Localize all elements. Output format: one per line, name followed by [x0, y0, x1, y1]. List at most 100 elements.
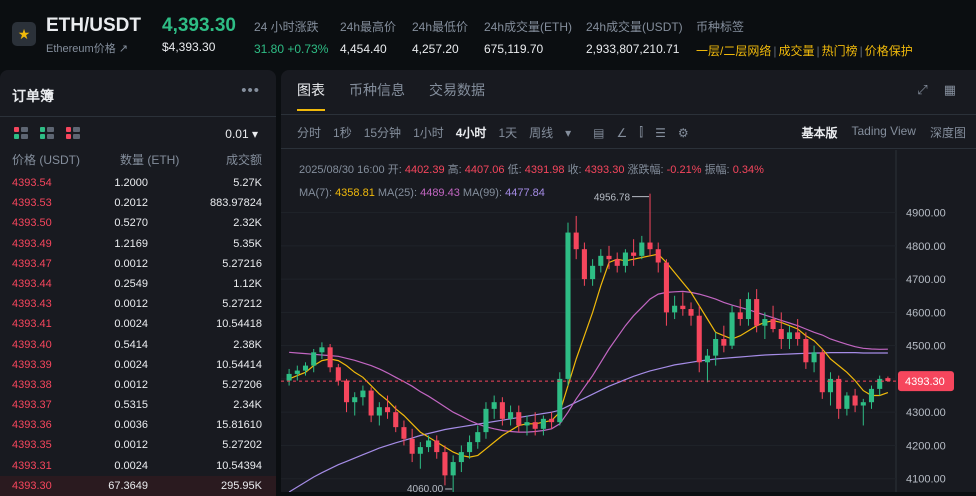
candle-body [327, 347, 333, 368]
orderbook-row[interactable]: 4393.53 0.2012 883.97824 [0, 193, 276, 213]
ohlc-high-label: 高: [447, 164, 462, 176]
orderbook-total: 883.97824 [210, 197, 262, 210]
orderbook-qty: 1.2000 [114, 177, 148, 189]
settings-gear-icon[interactable]: ⚙ [677, 125, 689, 140]
tag-link[interactable]: 成交量 [778, 44, 815, 58]
candle-body [713, 339, 719, 356]
orderbook-title: 订单簿 [12, 88, 54, 104]
chart-panel: 图表 币种信息 交易数据 ⤢ ▦ 分时 1秒 15分钟 1小时 4小时 1天 周… [281, 70, 976, 492]
ohlc-high: 4407.06 [464, 164, 505, 176]
orderbook-panel: 订单簿 ••• 0.01 ▾ 价格 (USDT) 数量 (ETH) 成交额 43… [0, 70, 276, 496]
interval-1h[interactable]: 1小时 [413, 126, 444, 140]
orderbook-row[interactable]: 4393.37 0.5315 2.34K [0, 395, 276, 415]
orderbook-row[interactable]: 4393.44 0.2549 1.12K [0, 274, 276, 294]
orderbook-qty: 0.0012 [114, 257, 148, 270]
candle-body [581, 249, 587, 280]
symbol-title[interactable]: ETH/USDT [46, 15, 141, 36]
stat-tags: 币种标签 一层/二层网络 | 成交量 | 热门榜 | 价格保护 [696, 18, 913, 59]
interval-4h[interactable]: 4小时 [455, 126, 487, 140]
orderbook-row[interactable]: 4393.30 67.3649 295.95K [0, 475, 276, 496]
orderbook-row[interactable]: 4393.54 1.2000 5.27K [0, 173, 276, 193]
candlestick-chart[interactable]: 4100.004200.004300.004400.004500.004600.… [281, 150, 976, 492]
expand-icon[interactable]: ⤢ [917, 82, 928, 97]
orderbook-mode-group [14, 127, 80, 139]
tab-trade-data[interactable]: 交易数据 [429, 82, 485, 98]
tag-link[interactable]: 价格保护 [864, 44, 913, 58]
both-sides-mode-icon[interactable] [14, 127, 28, 139]
tag-link[interactable]: 热门榜 [821, 44, 858, 58]
orderbook-qty: 0.5270 [114, 217, 148, 230]
tab-coin-info[interactable]: 币种信息 [349, 82, 405, 98]
ohlc-open: 4402.39 [404, 164, 445, 176]
orderbook-total: 10.54414 [216, 358, 262, 371]
orderbook-row[interactable]: 4393.31 0.0024 10.54394 [0, 456, 276, 476]
view-basic[interactable]: 基本版 [801, 126, 838, 140]
candle-body [458, 452, 464, 463]
favorite-star-icon[interactable]: ★ [12, 22, 36, 46]
interval-15m[interactable]: 15分钟 [363, 126, 402, 140]
indicator-icon[interactable]: ∠ [616, 125, 628, 140]
orderbook-row[interactable]: 4393.50 0.5270 2.32K [0, 213, 276, 233]
orderbook-row[interactable]: 4393.43 0.0012 5.27212 [0, 294, 276, 314]
orderbook-price: 4393.37 [12, 399, 52, 412]
orderbook-row[interactable]: 4393.38 0.0012 5.27206 [0, 375, 276, 395]
candle-type-icon[interactable]: ⫿ [639, 125, 644, 139]
precision-dropdown[interactable]: 0.01 ▾ [225, 127, 258, 141]
interval-1w[interactable]: 周线 [529, 126, 554, 140]
asks-only-mode-icon[interactable] [66, 127, 80, 139]
min-price-label: 4060.00 [407, 484, 444, 492]
candle-body [524, 422, 530, 426]
orderbook-qty: 0.0024 [114, 318, 148, 331]
interval-1s[interactable]: 1秒 [333, 126, 352, 140]
interval-more-dropdown[interactable]: ▾ [565, 125, 572, 140]
ohlc-open-label: 开: [387, 164, 402, 176]
stat-label: 币种标签 [696, 20, 745, 34]
orderbook-row[interactable]: 4393.35 0.0012 5.27202 [0, 435, 276, 455]
calendar-icon[interactable]: ▤ [593, 125, 605, 140]
candle-body [368, 390, 374, 416]
grid-layout-icon[interactable]: ▦ [943, 82, 956, 97]
view-depth[interactable]: 深度图 [929, 126, 966, 140]
stat-24h-volume-eth: 24h成交量(ETH) 675,119.70 [484, 18, 572, 56]
orderbook-row[interactable]: 4393.39 0.0024 10.54414 [0, 355, 276, 375]
tag-link[interactable]: 一层/二层网络 [696, 44, 772, 58]
orderbook-row[interactable]: 4393.36 0.0036 15.81610 [0, 415, 276, 435]
y-tick-label: 4300.00 [906, 407, 946, 419]
candle-body [401, 427, 407, 439]
candle-body [384, 407, 391, 413]
candle-body [393, 412, 399, 428]
more-options-icon[interactable]: ••• [241, 82, 260, 99]
chart-view-switch: 基本版 Tading View 深度图 [801, 124, 966, 141]
orderbook-row[interactable]: 4393.41 0.0024 10.54418 [0, 314, 276, 334]
candle-body [622, 252, 628, 266]
orderbook-row[interactable]: 4393.47 0.0012 5.27216 [0, 254, 276, 274]
orderbook-price: 4393.49 [12, 237, 52, 250]
ohlc-low-label: 低: [507, 164, 522, 176]
candle-body [844, 395, 850, 409]
orderbook-row[interactable]: 4393.49 1.2169 5.35K [0, 234, 276, 254]
candle-body [598, 255, 604, 266]
tab-chart[interactable]: 图表 [297, 80, 325, 111]
candle-body [311, 352, 317, 366]
orderbook-price: 4393.53 [12, 197, 52, 210]
symbol-subtitle-link[interactable]: Ethereum价格 ↗ [46, 43, 128, 55]
candle-body [442, 452, 448, 476]
candle-body [590, 265, 596, 280]
candle-body [450, 462, 456, 476]
orderbook-price: 4393.35 [12, 439, 52, 452]
interval-timeline[interactable]: 分时 [297, 126, 322, 140]
candle-body [557, 378, 563, 423]
view-tradingview[interactable]: Tading View [851, 124, 916, 138]
interval-1d[interactable]: 1天 [498, 126, 518, 140]
layers-icon[interactable]: ☰ [655, 125, 666, 140]
bids-only-mode-icon[interactable] [40, 127, 54, 139]
stat-24h-volume-usdt: 24h成交量(USDT) 2,933,807,210.71 [586, 18, 683, 56]
orderbook-qty: 0.0012 [114, 298, 148, 311]
stat-24h-change: 24 小时涨跌 31.80 +0.73% [254, 18, 328, 56]
stat-value: 2,933,807,210.71 [586, 42, 680, 56]
ma99-line [288, 352, 888, 492]
candle-body [795, 332, 801, 339]
orderbook-row[interactable]: 4393.40 0.5414 2.38K [0, 335, 276, 355]
candle-body [639, 242, 645, 256]
orderbook-qty: 0.0024 [114, 459, 148, 472]
